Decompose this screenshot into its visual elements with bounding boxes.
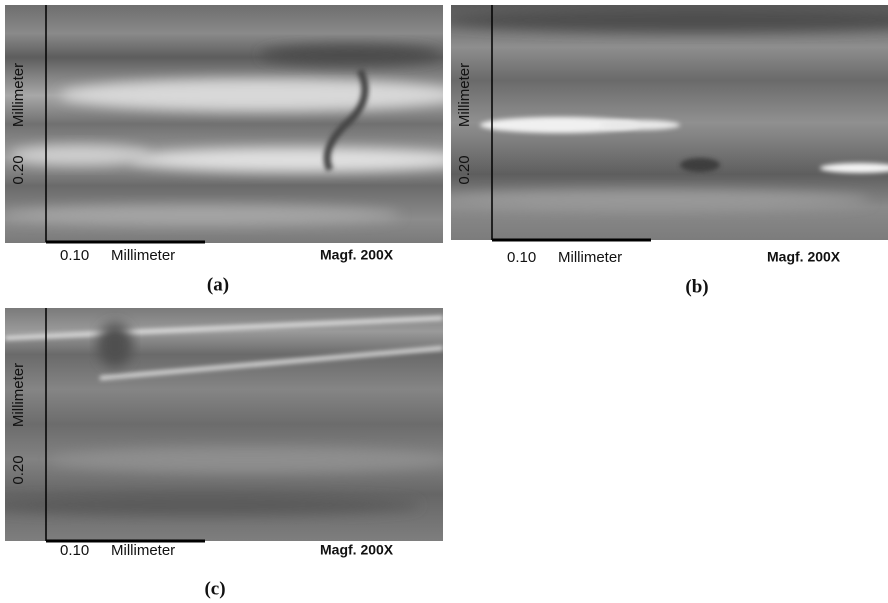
x-scale-unit: Millimeter	[111, 542, 175, 559]
x-scale-value: 0.10	[60, 542, 89, 559]
y-scale-value: 0.20	[10, 155, 27, 184]
y-scale-value: 0.20	[10, 455, 27, 484]
x-scale-unit: Millimeter	[111, 247, 175, 264]
y-scale-value: 0.20	[456, 155, 473, 184]
micrograph-b	[451, 5, 888, 240]
x-scale-unit: Millimeter	[558, 249, 622, 266]
magnification: Magf. 200X	[320, 542, 394, 558]
panel-caption: (c)	[204, 578, 225, 599]
y-scale-unit: Millimeter	[456, 63, 473, 127]
micrograph-a	[5, 5, 443, 243]
y-scale-unit: Millimeter	[10, 363, 27, 427]
magnification: Magf. 200X	[767, 249, 841, 265]
panel-caption: (a)	[207, 274, 229, 295]
panel-caption: (b)	[685, 276, 708, 297]
magnification: Magf. 200X	[320, 247, 394, 263]
x-scale-value: 0.10	[60, 247, 89, 264]
x-scale-value: 0.10	[507, 249, 536, 266]
micrograph-c	[5, 308, 443, 541]
y-scale-unit: Millimeter	[10, 63, 27, 127]
